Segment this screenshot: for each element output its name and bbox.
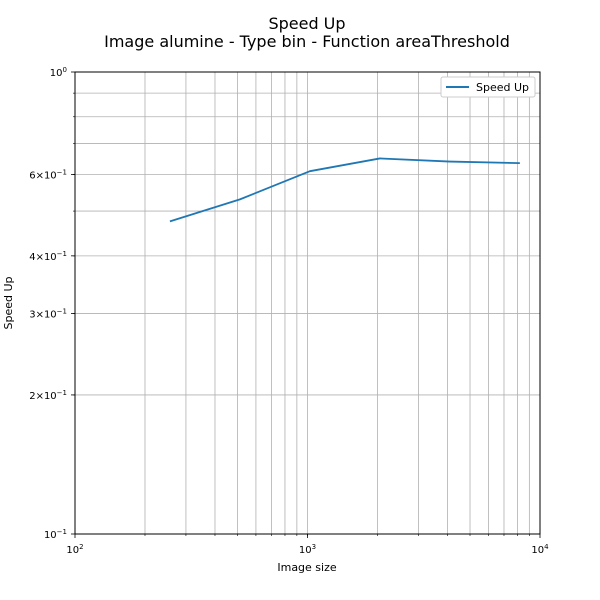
x-axis-label: Image size (277, 561, 337, 574)
legend-label: Speed Up (476, 81, 529, 94)
y-axis-label: Speed Up (2, 276, 15, 329)
chart-title: Speed Up (268, 14, 345, 33)
y-tick-label: 3×10−1 (29, 308, 67, 321)
x-tick-label: 102 (66, 543, 83, 556)
x-tick-label: 104 (531, 543, 549, 556)
x-tick-label: 103 (299, 543, 316, 556)
y-tick-label: 4×10−1 (29, 250, 67, 263)
legend-box (440, 76, 536, 98)
y-tick-label: 100 (50, 66, 67, 79)
tick-layer: 102 103 104 10−1 2×10−1 3×10−1 4×10−1 6×10−1 100 (29, 66, 549, 556)
series-layer (169, 157, 520, 223)
legend: Speed Up (440, 76, 536, 98)
y-tick-label: 10−1 (44, 528, 67, 541)
y-tick-label: 2×10−1 (29, 389, 67, 402)
chart-subtitle: Image alumine - Type bin - Function area… (104, 32, 510, 51)
y-tick-label: 6×10−1 (29, 168, 67, 181)
series-line-speed-up (169, 157, 520, 223)
grid (75, 72, 540, 534)
